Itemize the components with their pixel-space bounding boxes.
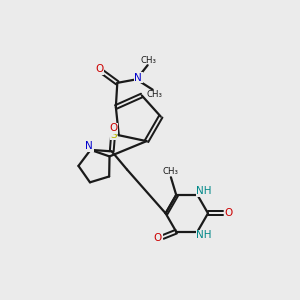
- Text: O: O: [224, 208, 232, 218]
- Text: N: N: [85, 141, 93, 151]
- Text: NH: NH: [196, 230, 212, 240]
- Text: NH: NH: [196, 186, 212, 197]
- Text: S: S: [110, 130, 117, 140]
- Text: N: N: [134, 73, 142, 83]
- Text: CH₃: CH₃: [146, 90, 162, 99]
- Text: CH₃: CH₃: [140, 56, 156, 65]
- Text: CH₃: CH₃: [162, 167, 178, 176]
- Text: O: O: [154, 233, 162, 243]
- Text: O: O: [110, 123, 118, 133]
- Text: O: O: [95, 64, 104, 74]
